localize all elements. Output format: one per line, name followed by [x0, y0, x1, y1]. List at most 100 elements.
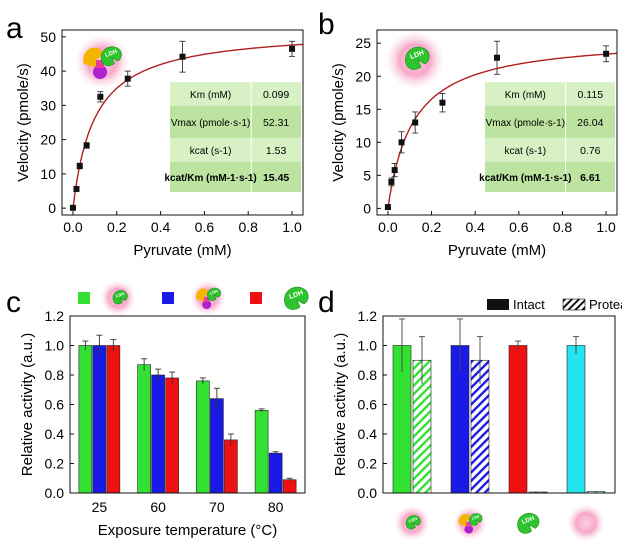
y-tick-label: 20: [355, 68, 371, 84]
bar: [268, 452, 283, 494]
legend-swatch-protease: [562, 298, 586, 311]
x-axis-label: Exposure temperature (°C): [98, 522, 277, 539]
table-param-value: 26.04: [577, 117, 603, 129]
pink-protein-icon: [96, 60, 104, 68]
x-tick-label: 80: [268, 499, 284, 515]
data-point: [97, 93, 104, 100]
table-param-value: 0.76: [580, 145, 601, 157]
table-row: [170, 106, 301, 138]
y-tick-label: 0.6: [45, 397, 65, 413]
y-tick-label: 20: [40, 132, 56, 148]
y-axis-label: Relative activity (a.u.): [332, 333, 349, 476]
ldh-protein-icon: [405, 515, 421, 530]
data-point: [73, 185, 80, 192]
y-tick-label: 10: [40, 166, 56, 182]
fit-curve: [387, 52, 618, 209]
bar: [151, 374, 165, 494]
bar: [282, 479, 297, 494]
ldh-label: LDH: [521, 515, 536, 526]
table-row: [170, 162, 301, 192]
bar: [106, 345, 121, 494]
y-tick-label: 0.8: [358, 367, 378, 383]
data-point: [603, 50, 610, 57]
data-point: [124, 75, 131, 82]
ldh-protein-icon: [469, 513, 483, 526]
x-axis-label: Pyruvate (mM): [448, 242, 546, 259]
legend-swatch: [78, 292, 90, 304]
y-tick-label: 15: [355, 101, 371, 117]
panel-a-chart: LDH Km (mM) 0.099 Vmax (pmole·s-1) 52.31 kcat…: [15, 29, 304, 259]
y-tick-label: 30: [40, 97, 56, 113]
table-row: [485, 138, 615, 162]
legend-swatch: [162, 292, 174, 304]
table-param-value: 6.61: [580, 172, 601, 184]
table-param-value: 0.099: [263, 89, 289, 101]
data-point: [391, 167, 398, 174]
data-point: [398, 139, 405, 146]
x-tick-label: 0.6: [509, 219, 529, 235]
x-tick-label: 0.0: [63, 219, 83, 235]
nanoparticle-halo-icon: [568, 505, 604, 541]
x-tick-label: 1.0: [596, 219, 616, 235]
ldh-label: LDH: [408, 516, 418, 524]
data-point: [412, 119, 419, 126]
y-tick-label: 10: [355, 134, 371, 150]
table-row: [170, 82, 301, 106]
yellow-protein-icon: [195, 288, 210, 302]
purple-protein-icon: [202, 299, 212, 310]
table-param-label: kcat/Km (mM-1·s-1): [164, 173, 256, 184]
panel-d-letter: d: [318, 286, 335, 319]
ldh-label: LDH: [210, 289, 219, 296]
x-tick-label: 25: [92, 499, 108, 515]
y-tick-label: 0: [48, 200, 56, 216]
y-tick-label: 1.0: [45, 338, 65, 354]
y-tick-label: 0.0: [45, 485, 65, 501]
purple-protein-icon: [464, 524, 474, 534]
bar: [254, 410, 269, 494]
y-tick-label: 25: [355, 35, 371, 51]
bar: [210, 398, 224, 494]
data-point: [388, 178, 395, 185]
bar: [137, 364, 151, 494]
x-tick-label: 0.0: [378, 219, 398, 235]
ldh-protein-icon: [100, 46, 122, 67]
legend-swatch-intact: [487, 299, 509, 310]
x-tick-label: 1.0: [282, 219, 302, 235]
bar: [78, 345, 93, 494]
x-tick-label: 0.2: [422, 219, 442, 235]
panel-d-chart: Intact Protease 24 h LDH LDH LDH 0.0 0.2 0.4 0.6…: [332, 297, 622, 541]
x-tick-label: 70: [209, 499, 225, 515]
x-tick-label: 0.8: [553, 219, 573, 235]
y-axis-label: Velocity (pmole/s): [330, 63, 347, 181]
pink-protein-icon: [466, 521, 472, 527]
table-param-label: kcat (s-1): [504, 146, 546, 157]
table-param-value: 52.31: [263, 117, 289, 129]
y-tick-label: 5: [363, 167, 371, 183]
y-tick-label: 1.2: [358, 308, 378, 324]
table-row: [485, 162, 615, 192]
table-param-value: 1.53: [266, 145, 287, 157]
fit-curve: [72, 43, 304, 209]
y-tick-label: 1.0: [358, 338, 378, 354]
data-point: [69, 204, 76, 211]
yellow-protein-icon: [83, 47, 104, 68]
data-point: [384, 204, 391, 211]
panel-b-chart: LDH Km (mM) 0.115 Vmax (pmole·s-1) 26.04 kcat…: [330, 29, 618, 259]
ldh-protein-icon: [517, 512, 540, 534]
panel-b-letter: b: [318, 8, 335, 41]
data-point: [439, 99, 446, 106]
y-tick-label: 0.4: [45, 426, 65, 442]
plot-frame: [376, 29, 618, 216]
ldh-protein-icon: [207, 287, 221, 301]
table-row: [485, 82, 615, 106]
ldh-label: LDH: [105, 49, 119, 59]
y-axis-label: Velocity (pmole/s): [15, 63, 32, 181]
ldh-label: LDH: [471, 514, 480, 520]
data-point: [179, 53, 186, 60]
bar-intact: [566, 345, 586, 494]
plot-frame: [61, 29, 304, 216]
ldh-protein-icon: [405, 46, 430, 70]
y-tick-label: 40: [40, 63, 56, 79]
table-param-label: kcat (s-1): [190, 146, 232, 157]
